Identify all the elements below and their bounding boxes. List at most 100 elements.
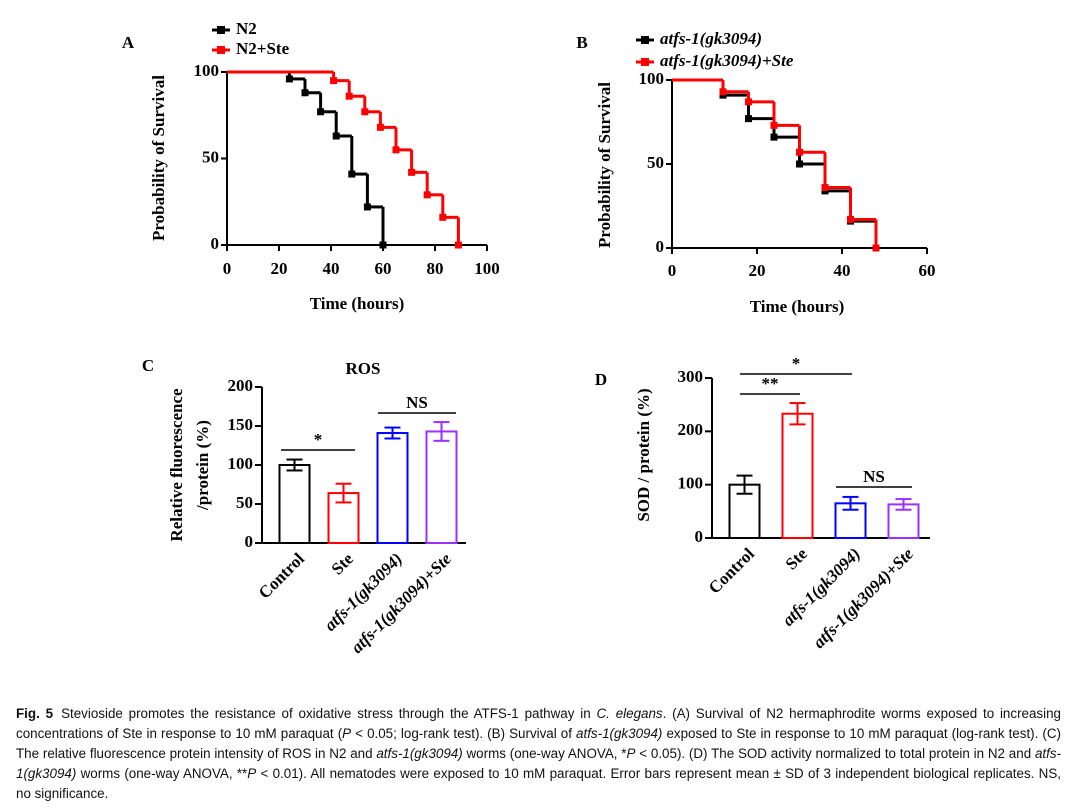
caption-text: worms (one-way ANOVA, *: [462, 746, 627, 761]
bar: [278, 464, 311, 544]
survival-point: [361, 108, 369, 116]
caption-text: Stevioside promotes the resistance of ox…: [61, 706, 597, 721]
y-tick-label: 100: [639, 69, 665, 88]
caption-text: P: [626, 746, 636, 761]
survival-point: [796, 160, 803, 168]
caption-text: . (A) Survival of N2 hermaphrodite worms…: [16, 706, 1061, 741]
x-tick-label: 80: [427, 259, 444, 278]
survival-point: [423, 191, 431, 199]
caption-text: exposed to Ste in response to 10 mM para…: [16, 726, 1062, 761]
y-tick-label: 50: [202, 147, 219, 166]
caption-text: C. elegans: [596, 706, 663, 721]
caption-text: worms (one-way ANOVA, **: [76, 766, 248, 781]
x-tick-label: Control: [255, 549, 308, 602]
x-axis-label: Time (hours): [310, 294, 405, 313]
panel-label: A: [122, 33, 135, 52]
y-tick-label: 100: [194, 61, 220, 80]
significance-label: **: [762, 374, 779, 393]
x-tick-label: 0: [223, 259, 232, 278]
survival-point: [719, 88, 727, 96]
y-tick-label: 100: [228, 454, 254, 473]
panel-label: B: [576, 33, 587, 52]
y-tick-label: 0: [211, 234, 220, 253]
survival-point: [872, 244, 880, 252]
y-tick-label: 0: [695, 527, 704, 546]
x-tick-label: 40: [834, 261, 851, 280]
legend-label: N2: [236, 19, 257, 38]
survival-point: [796, 148, 803, 156]
legend-label: atfs-1(gk3094)+Ste: [660, 51, 794, 70]
survival-point: [392, 146, 400, 154]
x-tick-label: Control: [705, 544, 758, 597]
survival-point: [454, 241, 462, 249]
bar: [376, 432, 409, 544]
y-tick-label: 50: [647, 153, 664, 172]
caption-text: atfs-1(gk3094): [376, 746, 463, 761]
significance-label: NS: [863, 467, 885, 486]
survival-point: [745, 98, 752, 106]
caption-label: Fig. 5: [16, 706, 54, 721]
survival-point: [770, 133, 778, 141]
x-axis-label: Time (hours): [750, 297, 845, 316]
survival-point: [330, 77, 338, 85]
survival-point: [847, 215, 854, 223]
y-axis-label: Relative fluorescence: [167, 388, 186, 542]
bar: [781, 412, 814, 540]
x-tick-label: 20: [749, 261, 766, 280]
survival-point: [821, 184, 829, 192]
survival-point: [379, 241, 387, 249]
caption-text: < 0.05; log-rank test). (B) Survival of: [351, 726, 577, 741]
survival-point: [332, 132, 340, 140]
survival-point: [376, 123, 384, 131]
y-tick-label: 0: [656, 237, 665, 256]
caption-text: P: [342, 726, 352, 741]
caption-text: P: [247, 766, 257, 781]
survival-point: [348, 170, 356, 178]
x-tick-label: 40: [323, 259, 340, 278]
y-axis-label: Probability of Survival: [595, 82, 614, 248]
y-axis-label: Probability of Survival: [149, 75, 168, 241]
legend-marker: [217, 26, 225, 34]
x-tick-label: Ste: [328, 549, 358, 579]
y-tick-label: 200: [678, 420, 704, 439]
survival-point: [345, 92, 353, 100]
caption-text: atfs-1(gk3094): [16, 746, 1061, 781]
x-tick-label: 60: [919, 261, 936, 280]
y-tick-label: 0: [245, 532, 254, 551]
legend-marker: [217, 46, 225, 54]
x-tick-label: 60: [375, 259, 392, 278]
chart-title: ROS: [346, 359, 381, 378]
survival-point: [745, 115, 752, 123]
significance-label: *: [792, 354, 801, 373]
caption-text: atfs-1(gk3094): [576, 726, 663, 741]
x-tick-label: 20: [271, 259, 288, 278]
caption-text: < 0.01). All nematodes were exposed to 1…: [16, 766, 1061, 801]
y-tick-label: 200: [228, 376, 254, 395]
y-tick-label: 50: [236, 493, 253, 512]
x-tick-label: atfs-1(gk3094)+Ste: [809, 544, 917, 652]
survival-point: [285, 75, 293, 83]
x-tick-label: Ste: [782, 544, 812, 574]
legend-label: atfs-1(gk3094): [660, 29, 762, 48]
figure: A 0 20 40 60 80 100 0 50 100 Time (hours) Probabili…: [122, 19, 936, 657]
panel-label: C: [142, 356, 154, 375]
y-tick-label: 300: [678, 367, 704, 386]
significance-label: NS: [406, 393, 428, 412]
y-axis-label: /protein (%): [193, 420, 212, 511]
survival-point: [770, 121, 778, 129]
significance-label: *: [314, 430, 323, 449]
x-tick-label: 100: [474, 259, 500, 278]
survival-point: [408, 168, 416, 176]
y-axis-label: SOD / protein (%): [634, 388, 653, 521]
survival-point: [439, 213, 447, 221]
legend-label: N2+Ste: [236, 39, 290, 58]
survival-point: [301, 89, 309, 97]
caption: Fig. 5 Stevioside promotes the resistance…: [16, 704, 1061, 804]
y-tick-label: 150: [228, 415, 254, 434]
survival-point: [363, 203, 371, 211]
survival-point: [317, 108, 325, 116]
legend-marker: [641, 36, 649, 44]
y-tick-label: 100: [678, 474, 704, 493]
panel-label: D: [595, 370, 607, 389]
